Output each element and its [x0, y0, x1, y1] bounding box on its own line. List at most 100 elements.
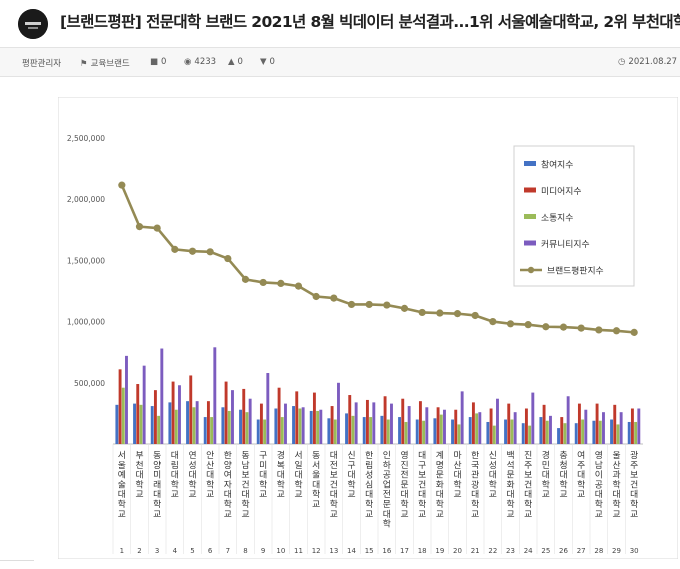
legend-label-2: 미디어지수	[541, 186, 581, 197]
rank-label: 25	[541, 547, 550, 555]
comment-count-value: 0	[161, 57, 167, 67]
rank-label: 27	[577, 547, 586, 555]
bar-1-4	[168, 402, 172, 444]
bar-1-1	[115, 404, 119, 444]
bar-2-11	[295, 391, 299, 444]
line-point-17	[400, 304, 409, 312]
bar-2-17	[401, 398, 405, 444]
rank-label: 26	[559, 547, 568, 555]
dislike-button[interactable]: ▼ 0	[260, 57, 275, 67]
bar-1-27	[574, 423, 578, 444]
category-link[interactable]: ⚑ 교육브랜드	[80, 57, 130, 69]
line-point-18	[418, 308, 426, 317]
y-tick-label: 1,500,000	[67, 256, 105, 265]
bar-2-30	[630, 408, 634, 444]
view-count-value: 4233	[194, 57, 217, 67]
rank-label: 5	[190, 547, 194, 555]
thumbs-up-icon: ▲	[228, 57, 235, 67]
rank-label: 21	[471, 547, 480, 555]
bar-4-26	[566, 396, 570, 444]
line-point-26	[559, 323, 568, 331]
rank-label: 4	[173, 547, 178, 555]
bar-1-22	[486, 421, 490, 444]
rank-label: 10	[276, 547, 285, 555]
bar-3-14	[351, 415, 355, 444]
line-point-2	[135, 223, 144, 231]
bar-2-7	[224, 381, 228, 444]
bar-4-21	[478, 412, 482, 444]
bar-3-16	[386, 419, 390, 444]
rank-label: 17	[400, 547, 409, 555]
rank-label: 22	[488, 547, 497, 555]
bar-2-27	[577, 403, 581, 444]
bar-4-1	[125, 355, 128, 444]
view-count: ◉ 4233	[184, 57, 216, 67]
bar-4-13	[337, 382, 340, 444]
bar-3-13	[333, 419, 337, 444]
bar-1-30	[627, 421, 631, 444]
site-logo[interactable]	[18, 9, 48, 39]
article-title: [브랜드평판] 전문대학 브랜드 2021년 8월 빅데이터 분석결과...1위…	[60, 13, 680, 31]
rank-label: 24	[524, 547, 533, 555]
bar-1-12	[309, 410, 313, 444]
bar-3-15	[369, 417, 373, 444]
line-point-29	[612, 327, 621, 335]
bar-1-3	[150, 406, 154, 444]
legend-swatch-1	[524, 161, 536, 166]
bar-3-25	[545, 420, 549, 444]
bar-4-16	[390, 403, 393, 444]
bar-4-19	[443, 409, 446, 444]
y-tick-label: 2,000,000	[67, 195, 105, 204]
bar-2-23	[507, 403, 511, 444]
bar-2-10	[277, 387, 281, 444]
line-point-12	[312, 292, 320, 301]
legend-swatch-3	[524, 214, 536, 219]
line-point-20	[453, 310, 462, 318]
bar-4-15	[372, 402, 376, 444]
line-point-24	[524, 321, 532, 329]
eye-icon: ◉	[184, 57, 192, 67]
bar-2-2	[136, 384, 140, 444]
line-point-11	[294, 282, 303, 290]
bar-2-28	[595, 403, 599, 444]
bar-4-23	[513, 412, 517, 444]
rank-label: 13	[329, 547, 338, 555]
bar-3-27	[581, 419, 585, 444]
legend-label-1: 참여지수	[541, 159, 573, 171]
bar-2-29	[613, 404, 617, 444]
like-button[interactable]: ▲ 0	[228, 57, 243, 67]
bar-4-30	[637, 408, 641, 444]
bar-1-24	[521, 423, 525, 444]
bar-1-11	[292, 406, 295, 444]
bar-4-22	[496, 398, 499, 444]
legend-label-5: 브랜드평판지수	[547, 266, 604, 277]
bar-3-20	[457, 424, 461, 444]
bar-2-4	[171, 381, 175, 444]
bar-1-19	[433, 418, 437, 444]
line-point-27	[577, 324, 585, 332]
rank-label: 14	[347, 547, 356, 555]
bar-1-17	[398, 417, 401, 444]
rank-label: 28	[594, 547, 603, 555]
chart-svg: 2,500,000 2,000,000 1,500,000 1,000,000 500,…	[57, 96, 679, 560]
rank-label: 23	[506, 547, 515, 555]
bar-2-19	[436, 407, 440, 444]
bar-4-3	[160, 348, 164, 444]
author-name[interactable]: 평판관리자	[22, 59, 62, 69]
bar-3-4	[174, 409, 178, 444]
line-point-9	[259, 278, 267, 287]
bar-4-11	[301, 407, 305, 444]
bar-3-28	[598, 420, 602, 444]
bar-1-15	[362, 417, 366, 444]
